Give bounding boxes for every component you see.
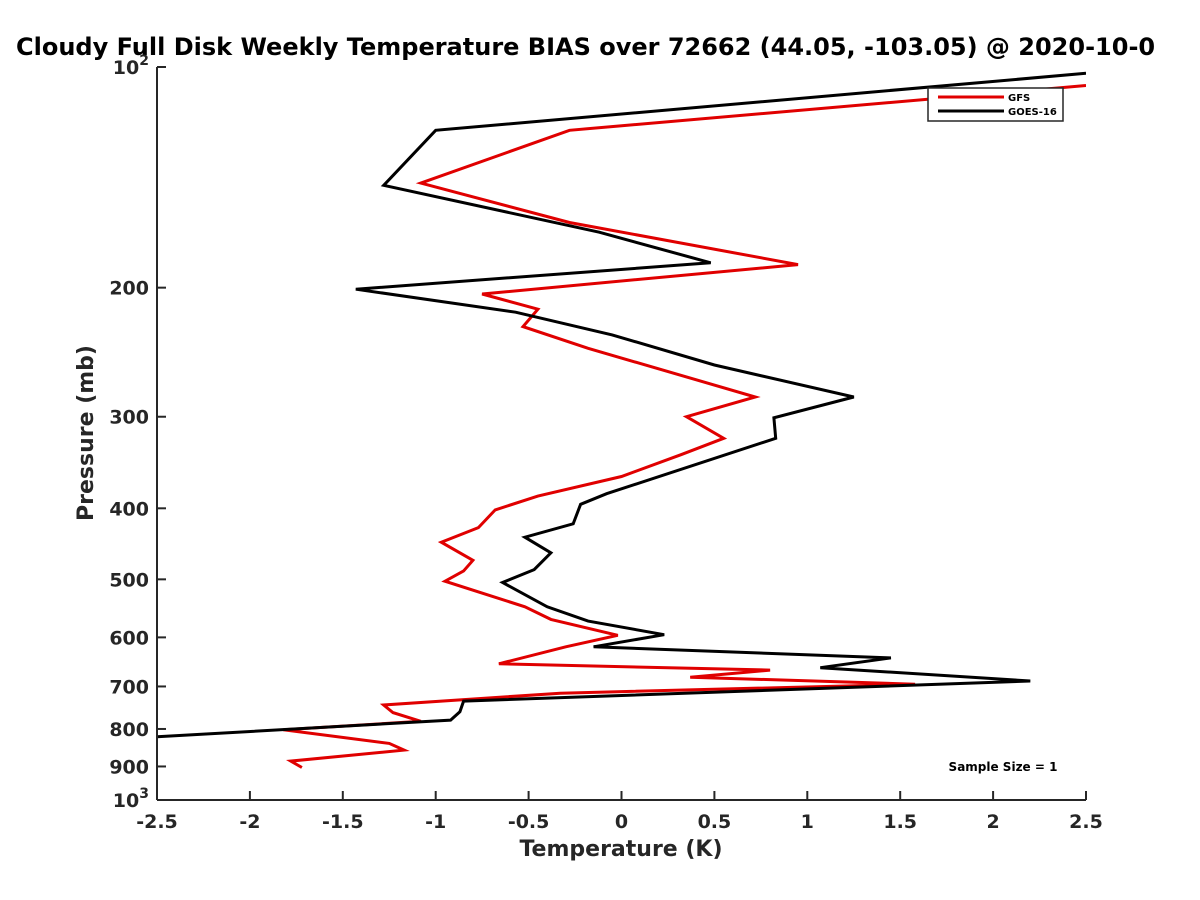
x-tick-label: 0 — [615, 811, 628, 833]
series-line-gfs — [283, 84, 1086, 769]
y-tick-label: 500 — [109, 569, 149, 591]
legend-label: GFS — [1008, 93, 1030, 104]
x-tick-label: -1.5 — [322, 811, 364, 833]
x-tick-label: 0.5 — [698, 811, 732, 833]
y-tick-label: 600 — [109, 627, 149, 649]
y-tick-label-decade: 102 — [113, 53, 149, 79]
x-tick-label: 2 — [986, 811, 999, 833]
x-tick-label: -1 — [425, 811, 446, 833]
y-tick-label: 300 — [109, 407, 149, 429]
x-tick-label: 1.5 — [883, 811, 917, 833]
x-tick-label: 1 — [801, 811, 814, 833]
y-tick-label: 800 — [109, 719, 149, 741]
plot-area: -2.5 -2 -1.5 -1 -0.5 0 0.5 1 1.5 2 2.5 200 300 400 500… — [109, 53, 1103, 833]
y-tick-label-decade: 103 — [113, 786, 149, 812]
legend-box — [927, 87, 1064, 122]
chart-title: Cloudy Full Disk Weekly Temperature BIAS… — [16, 33, 1155, 61]
legend-label: GOES-16 — [1008, 107, 1057, 118]
x-tick-label: -2.5 — [136, 811, 178, 833]
y-tick-label: 400 — [109, 498, 149, 520]
y-tick-label: 700 — [109, 676, 149, 698]
x-axis-label: Temperature (K) — [519, 837, 722, 862]
x-tick-label: -0.5 — [508, 811, 550, 833]
x-tick-label: 2.5 — [1069, 811, 1103, 833]
y-axis-label: Pressure (mb) — [74, 345, 99, 521]
x-tick-label: -2 — [239, 811, 260, 833]
series-line-goes-16 — [157, 71, 1086, 739]
y-tick-label: 900 — [109, 756, 149, 778]
sample-size-annotation: Sample Size = 1 — [949, 760, 1058, 774]
y-tick-label: 200 — [109, 278, 149, 300]
legend: GFS GOES-16 — [927, 87, 1064, 122]
